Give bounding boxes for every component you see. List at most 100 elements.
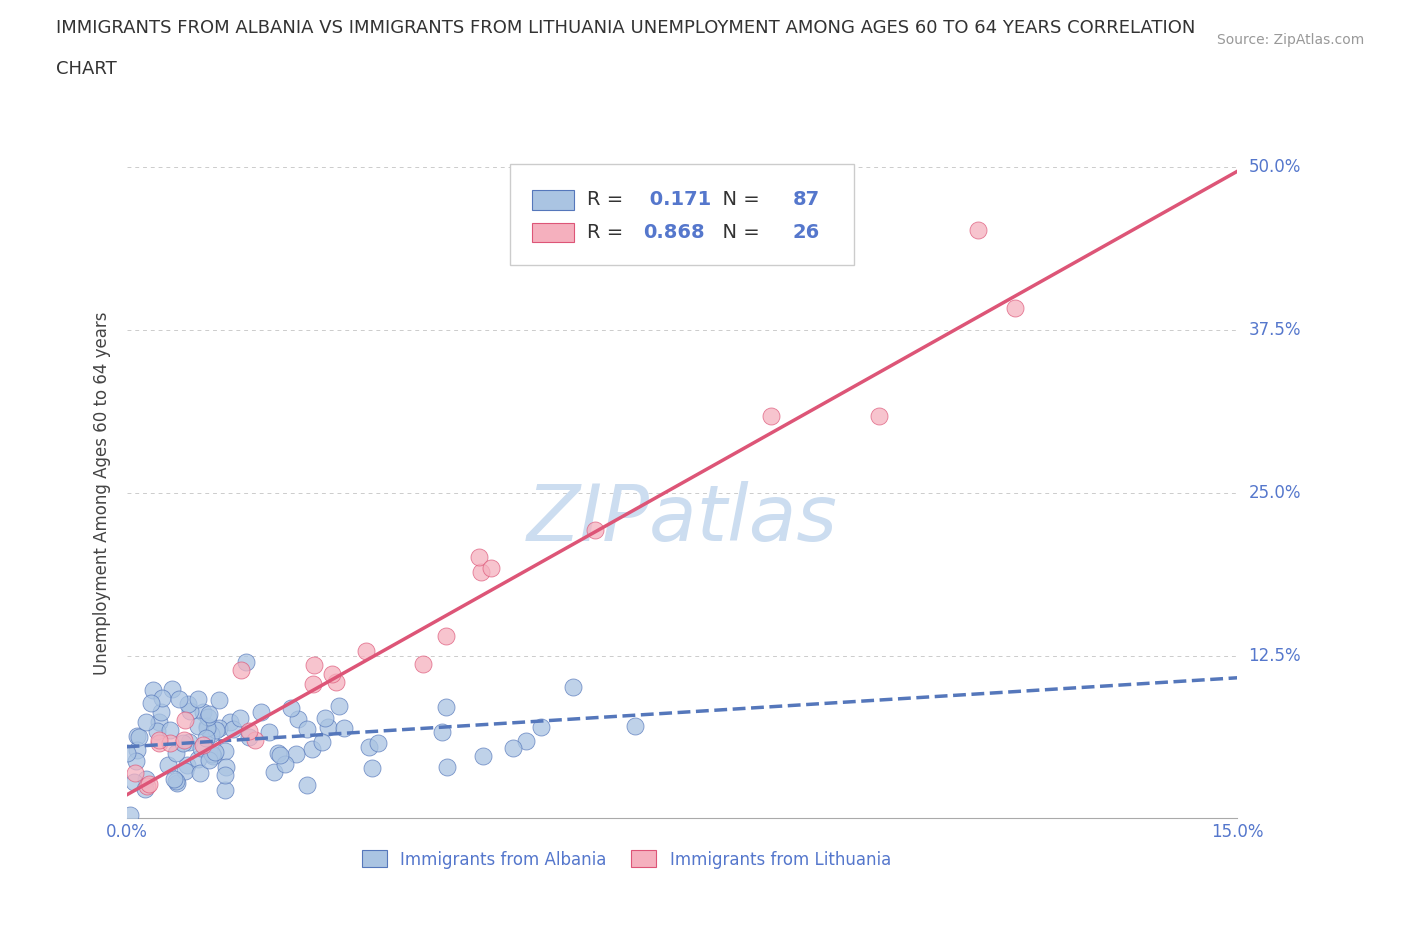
Point [562, 679, 585, 694]
Point [332, 720, 354, 735]
Text: N =: N = [710, 191, 766, 209]
Point [301, 741, 323, 756]
Point [165, 774, 187, 789]
Point [205, 723, 228, 737]
Point [479, 560, 502, 575]
Text: IMMIGRANTS FROM ALBANIA VS IMMIGRANTS FROM LITHUANIA UNEMPLOYMENT AMONG AGES 60 : IMMIGRANTS FROM ALBANIA VS IMMIGRANTS FR… [56, 19, 1195, 36]
Point [229, 711, 252, 725]
Point [284, 747, 307, 762]
Point [412, 657, 434, 671]
Point [139, 696, 162, 711]
Legend: Immigrants from Albania, Immigrants from Lithuania: Immigrants from Albania, Immigrants from… [356, 844, 897, 875]
Point [195, 718, 218, 733]
Point [280, 700, 302, 715]
Point [214, 783, 236, 798]
Point [128, 730, 150, 745]
Text: R =: R = [588, 191, 630, 209]
Point [127, 728, 149, 743]
Point [502, 740, 524, 755]
Text: CHART: CHART [56, 60, 117, 78]
Point [177, 735, 200, 750]
Point [470, 565, 492, 579]
Point [304, 658, 326, 672]
Point [318, 720, 340, 735]
Point [138, 777, 160, 791]
Point [321, 666, 343, 681]
Text: 12.5%: 12.5% [1249, 646, 1301, 665]
Point [530, 719, 553, 734]
Point [359, 739, 381, 754]
Text: 50.0%: 50.0% [1249, 158, 1301, 177]
Point [868, 408, 890, 423]
Point [122, 775, 145, 790]
Point [115, 746, 138, 761]
Point [135, 714, 157, 729]
Point [148, 714, 170, 729]
Text: R =: R = [588, 223, 630, 242]
Point [259, 724, 281, 739]
Point [624, 719, 647, 734]
Point [967, 222, 990, 237]
Point [214, 768, 236, 783]
Point [202, 749, 225, 764]
Point [177, 697, 200, 711]
Point [434, 629, 457, 644]
Point [243, 733, 266, 748]
Point [193, 705, 215, 720]
Text: 25.0%: 25.0% [1249, 484, 1301, 502]
Point [166, 776, 188, 790]
Point [274, 757, 297, 772]
Point [118, 808, 141, 823]
Point [179, 703, 201, 718]
Point [295, 777, 318, 792]
Point [124, 765, 146, 780]
Point [201, 747, 224, 762]
Point [187, 751, 209, 766]
Text: 0.868: 0.868 [643, 223, 704, 242]
Point [583, 523, 606, 538]
Point [472, 749, 495, 764]
Point [302, 676, 325, 691]
Point [238, 730, 260, 745]
Text: N =: N = [710, 223, 766, 242]
Point [142, 683, 165, 698]
Point [146, 724, 169, 738]
Point [187, 719, 209, 734]
Point [295, 722, 318, 737]
Point [159, 736, 181, 751]
Point [174, 712, 197, 727]
Point [194, 731, 217, 746]
Point [208, 721, 231, 736]
Text: ZIPatlas: ZIPatlas [526, 481, 838, 557]
Text: 0.171: 0.171 [643, 191, 711, 209]
Point [432, 724, 454, 739]
Point [148, 736, 170, 751]
Point [361, 761, 384, 776]
Point [354, 644, 377, 658]
Point [124, 753, 146, 768]
Point [761, 409, 783, 424]
Point [249, 705, 271, 720]
Point [135, 779, 157, 794]
Point [263, 765, 285, 780]
Point [269, 748, 291, 763]
FancyBboxPatch shape [510, 165, 853, 265]
Point [198, 707, 221, 722]
Point [176, 758, 198, 773]
Text: 37.5%: 37.5% [1249, 321, 1301, 339]
Point [191, 737, 214, 752]
Point [231, 663, 253, 678]
Point [287, 711, 309, 726]
Point [135, 772, 157, 787]
Text: 87: 87 [793, 191, 820, 209]
Point [187, 691, 209, 706]
Point [173, 764, 195, 778]
Point [311, 735, 333, 750]
Point [125, 742, 148, 757]
Point [267, 746, 290, 761]
Point [198, 752, 221, 767]
Y-axis label: Unemployment Among Ages 60 to 64 years: Unemployment Among Ages 60 to 64 years [93, 312, 111, 674]
Point [159, 723, 181, 737]
Point [515, 734, 537, 749]
Point [150, 704, 173, 719]
